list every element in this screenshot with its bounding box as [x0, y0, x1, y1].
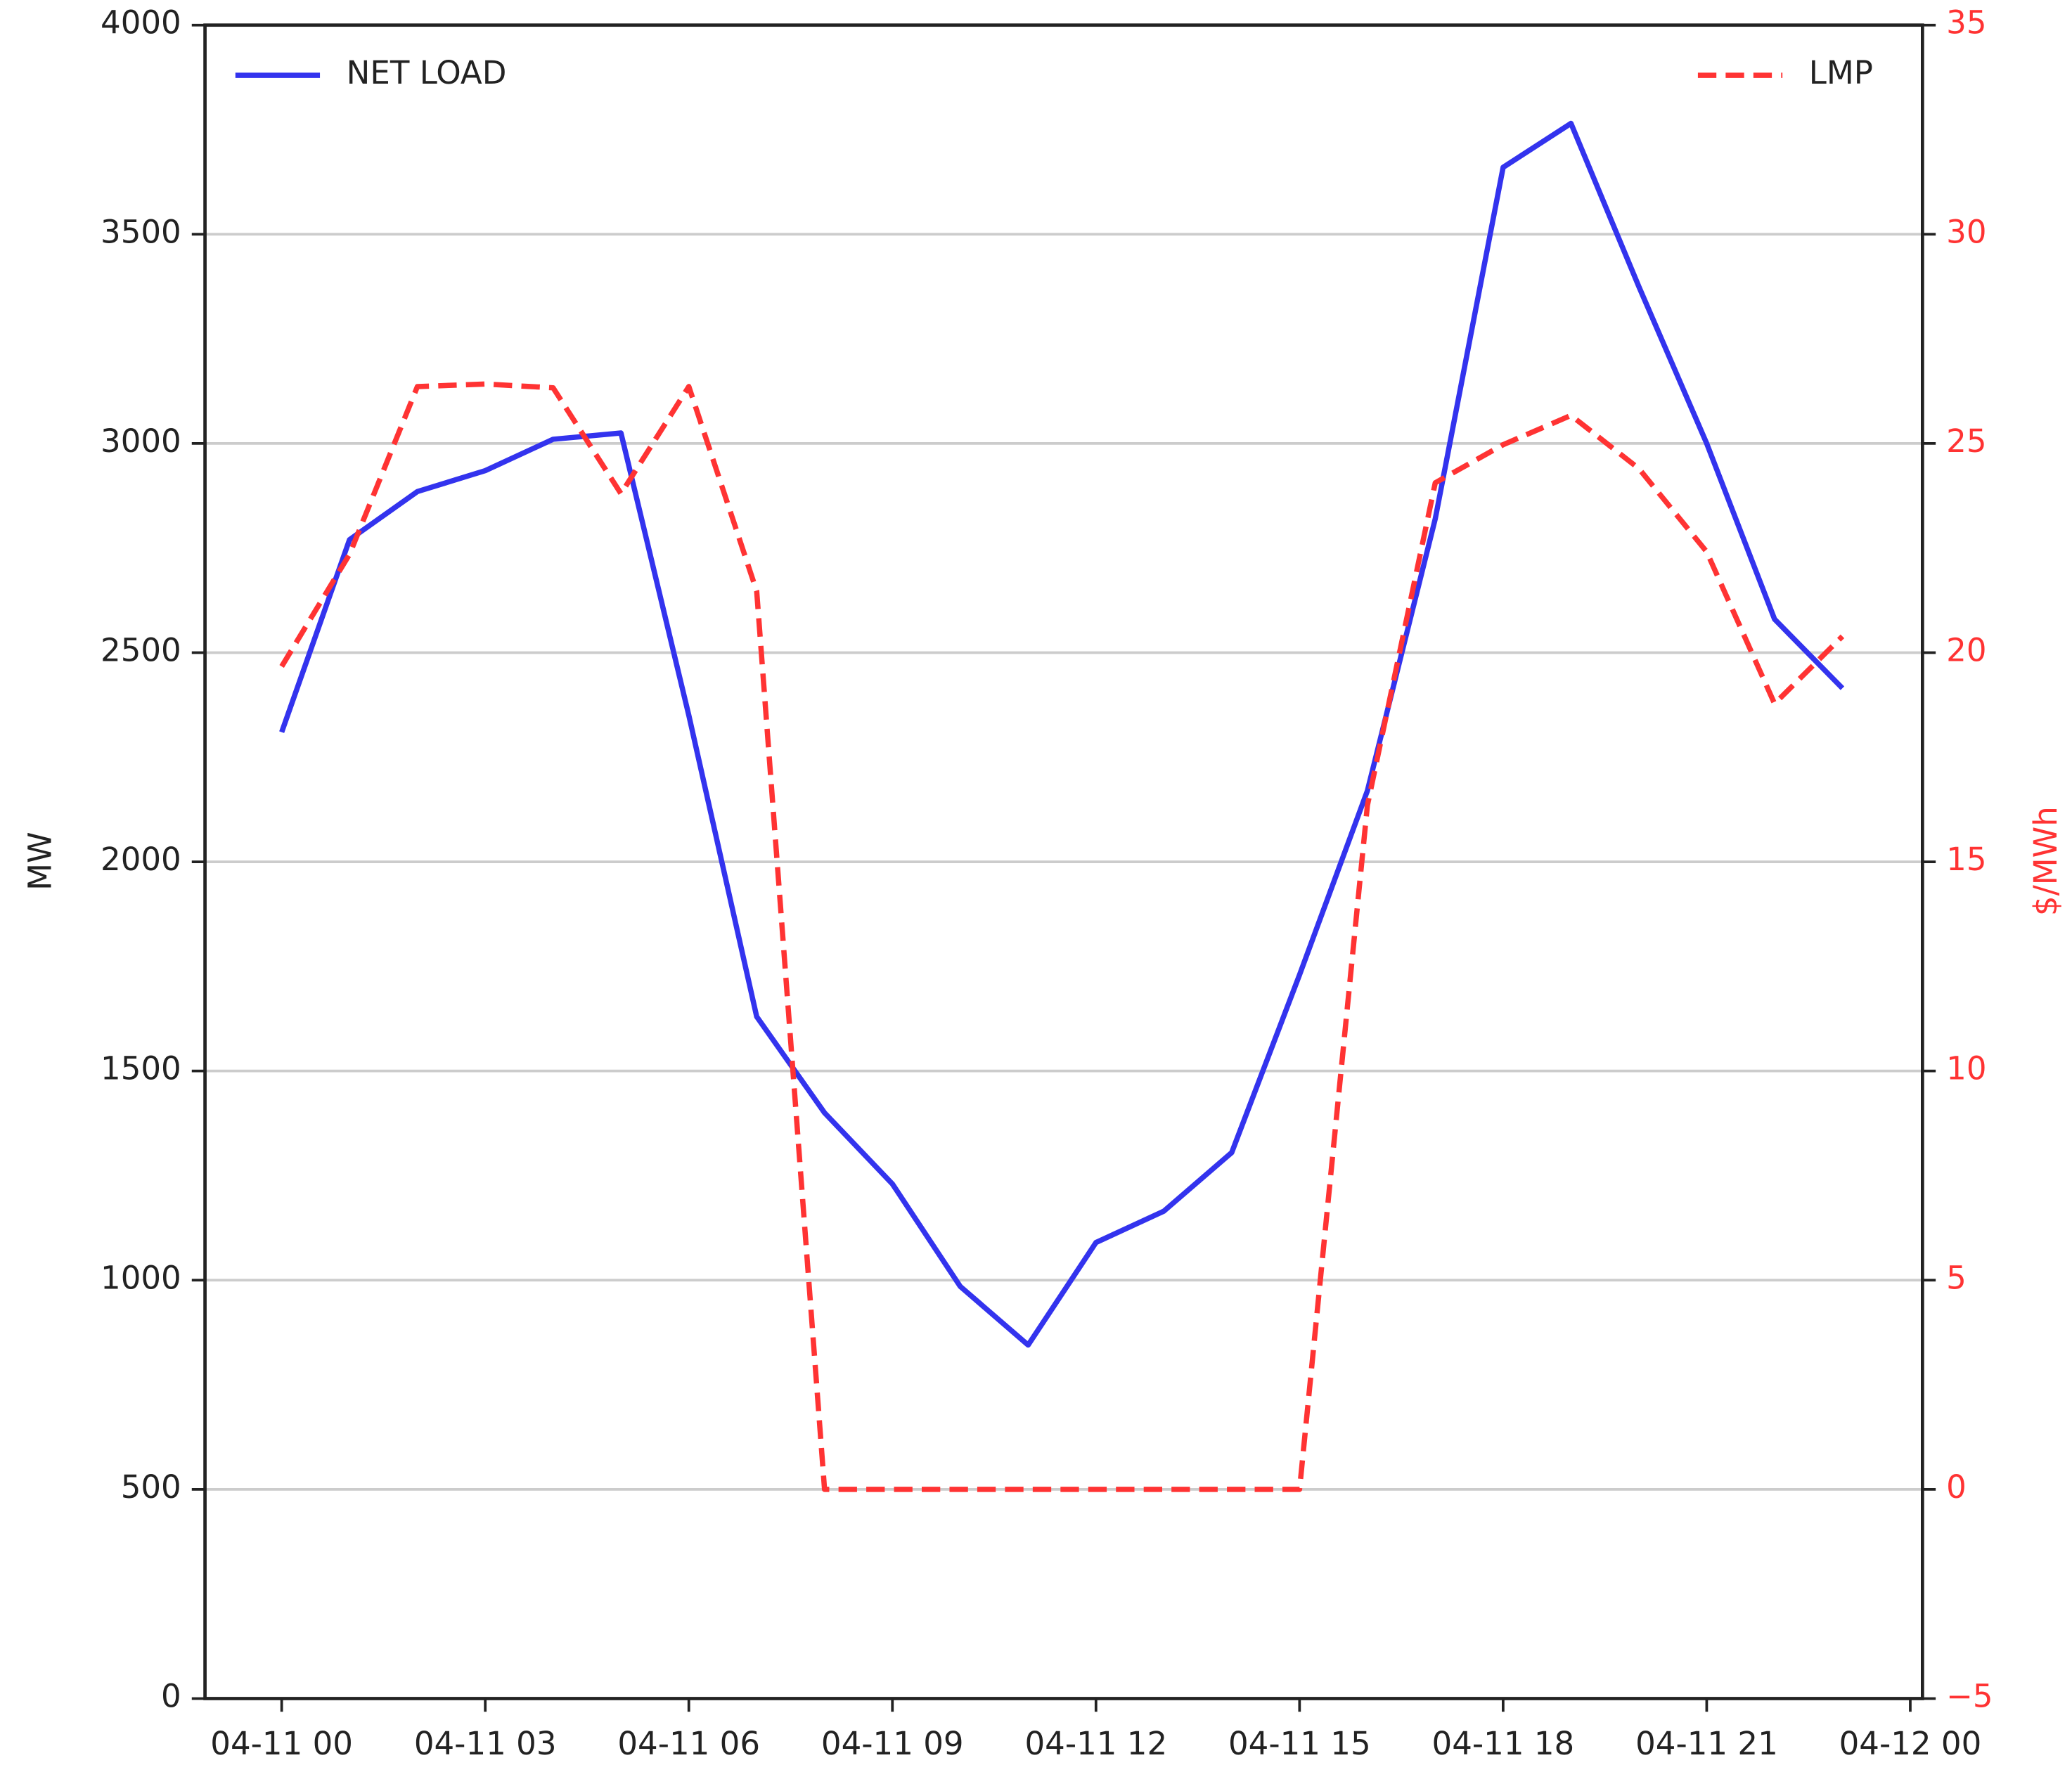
y-tick-label: 0 — [161, 1677, 181, 1714]
y2-tick-label: 0 — [1946, 1468, 1967, 1506]
y2-tick-label: 15 — [1946, 841, 1986, 878]
y-tick-label: 2500 — [101, 631, 181, 668]
y-tick-label: 3000 — [101, 422, 181, 460]
y-tick-label: 1000 — [101, 1259, 181, 1296]
y-axis-label: MW — [21, 832, 58, 890]
data-line — [279, 381, 1845, 1492]
y-tick-label: 2000 — [101, 841, 181, 878]
y2-tick-label: 10 — [1946, 1050, 1986, 1087]
x-tick-label: 04-11 00 — [210, 1725, 353, 1762]
y-tick-label: 3500 — [101, 213, 181, 250]
legend-label: LMP — [1809, 54, 1873, 91]
y2-tick-label: 25 — [1946, 422, 1986, 460]
y2-tick-label: −5 — [1946, 1677, 1993, 1714]
y-tick-label: 500 — [121, 1468, 181, 1506]
x-tick-label: 04-12 00 — [1839, 1725, 1982, 1762]
y-tick-label: 1500 — [101, 1050, 181, 1087]
y2-tick-label: 5 — [1946, 1259, 1967, 1296]
plot-frame — [203, 23, 1924, 1700]
x-tick-label: 04-11 06 — [617, 1725, 760, 1762]
data-line — [279, 120, 1845, 1348]
y2-axis-label: $/MWh — [2027, 806, 2064, 916]
y2-tick-label: 20 — [1946, 631, 1986, 668]
y2-tick-label: 35 — [1946, 4, 1986, 41]
x-tick-label: 04-11 09 — [821, 1725, 964, 1762]
x-tick-label: 04-11 18 — [1432, 1725, 1575, 1762]
x-tick-label: 04-11 15 — [1228, 1725, 1371, 1762]
y-tick-label: 4000 — [101, 4, 181, 41]
legend-label: NET LOAD — [347, 54, 507, 91]
x-tick-label: 04-11 03 — [414, 1725, 557, 1762]
x-tick-label: 04-11 12 — [1024, 1725, 1167, 1762]
y2-tick-label: 30 — [1946, 213, 1986, 250]
x-tick-label: 04-11 21 — [1635, 1725, 1778, 1762]
